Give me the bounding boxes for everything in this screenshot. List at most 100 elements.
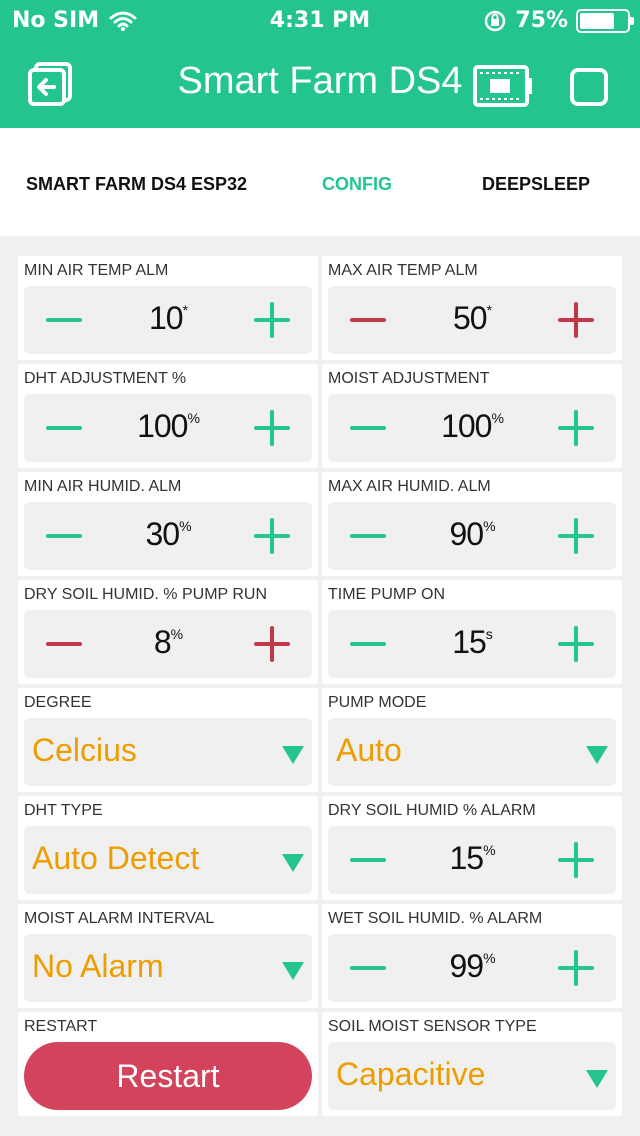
device-switch-icon[interactable] [26, 62, 76, 106]
stepper-value: 100% [441, 408, 504, 444]
minus-button[interactable] [348, 516, 388, 556]
plus-button[interactable] [252, 408, 292, 448]
stepper-value: 90% [449, 516, 495, 552]
minus-button[interactable] [348, 624, 388, 664]
stepper-value: 100% [137, 408, 200, 444]
widget-label: MAX AIR TEMP ALM [328, 262, 478, 279]
plus-button[interactable] [252, 516, 292, 556]
stepper: 15% [328, 826, 616, 894]
stepper-value: 10* [148, 300, 188, 336]
restart-button[interactable]: Restart [24, 1042, 312, 1110]
widget-label: DRY SOIL HUMID. % PUMP RUN [24, 586, 268, 603]
minus-button[interactable] [348, 840, 388, 880]
minus-button[interactable] [44, 624, 84, 664]
widget-label: TIME PUMP ON [328, 586, 446, 603]
caret-down-icon [282, 854, 304, 872]
caret-down-icon [282, 746, 304, 764]
stop-icon[interactable] [570, 68, 608, 106]
soil-sensor-type-widget: SOIL MOIST SENSOR TYPE Capacitive [322, 1012, 622, 1116]
max-air-temp-widget: MAX AIR TEMP ALM 50* [322, 256, 622, 360]
plus-button[interactable] [556, 948, 596, 988]
degree-widget: DEGREE Celcius [18, 688, 318, 792]
stepper-value: 30% [145, 516, 191, 552]
plus-button[interactable] [252, 300, 292, 340]
minus-button[interactable] [44, 300, 84, 340]
dht-type-select[interactable]: Auto Detect [24, 826, 312, 894]
caret-down-icon [586, 1070, 608, 1088]
minus-button[interactable] [348, 300, 388, 340]
pump-mode-widget: PUMP MODE Auto [322, 688, 622, 792]
tab-config[interactable]: CONFIG [322, 174, 392, 194]
status-time: 4:31 PM [269, 8, 371, 33]
time-pump-on-widget: TIME PUMP ON 15s [322, 580, 622, 684]
widget-label: PUMP MODE [328, 694, 427, 711]
dry-soil-alarm-widget: DRY SOIL HUMID % ALARM 15% [322, 796, 622, 900]
stepper: 90% [328, 502, 616, 570]
dht-type-widget: DHT TYPE Auto Detect [18, 796, 318, 900]
plus-button[interactable] [556, 516, 596, 556]
tab-smart-farm[interactable]: SMART FARM DS4 ESP32 [26, 174, 248, 194]
caret-down-icon [586, 746, 608, 764]
app-title: Smart Farm DS4 [177, 60, 463, 102]
widget-label: DEGREE [24, 694, 92, 711]
minus-button[interactable] [44, 516, 84, 556]
tab-deepsleep[interactable]: DEEPSLEEP [482, 174, 591, 194]
stepper-value: 8% [153, 624, 183, 660]
wet-soil-alarm-widget: WET SOIL HUMID. % ALARM 99% [322, 904, 622, 1008]
battery-percent: 75% [515, 8, 568, 33]
stepper: 8% [24, 610, 312, 678]
widget-label: DHT TYPE [24, 802, 103, 819]
min-air-temp-widget: MIN AIR TEMP ALM 10* [18, 256, 318, 360]
select-value: Auto Detect [32, 840, 200, 876]
moist-alarm-interval-widget: MOIST ALARM INTERVAL No Alarm [18, 904, 318, 1008]
device-board-icon[interactable] [472, 64, 534, 108]
app-header: No SIM 4:31 PM 75% Smart Farm DS4 [0, 0, 640, 128]
widget-label: DHT ADJUSTMENT % [24, 370, 187, 387]
select-value: Auto [336, 732, 402, 768]
minus-button[interactable] [44, 408, 84, 448]
stepper: 50* [328, 286, 616, 354]
widget-label: MOIST ALARM INTERVAL [24, 910, 215, 927]
select-value: Celcius [32, 732, 137, 768]
battery-icon [576, 8, 634, 33]
widget-label: MIN AIR TEMP ALM [24, 262, 169, 279]
stepper: 99% [328, 934, 616, 1002]
stepper-value: 99% [449, 948, 495, 984]
moist-alarm-select[interactable]: No Alarm [24, 934, 312, 1002]
plus-button[interactable] [556, 624, 596, 664]
caret-down-icon [282, 962, 304, 980]
widget-label: DRY SOIL HUMID % ALARM [328, 802, 536, 819]
dry-soil-pump-widget: DRY SOIL HUMID. % PUMP RUN 8% [18, 580, 318, 684]
plus-button[interactable] [556, 300, 596, 340]
widget-label: MOIST ADJUSTMENT [328, 370, 490, 387]
pump-mode-select[interactable]: Auto [328, 718, 616, 786]
widget-label: SOIL MOIST SENSOR TYPE [328, 1018, 537, 1035]
widget-label: MIN AIR HUMID. ALM [24, 478, 182, 495]
wifi-icon [109, 11, 137, 31]
max-air-humid-widget: MAX AIR HUMID. ALM 90% [322, 472, 622, 576]
degree-select[interactable]: Celcius [24, 718, 312, 786]
tab-bar: SMART FARM DS4 ESP32 CONFIG DEEPSLEEP [0, 128, 640, 236]
plus-button[interactable] [556, 408, 596, 448]
stepper: 30% [24, 502, 312, 570]
restart-widget: RESTART Restart [18, 1012, 318, 1116]
soil-sensor-select[interactable]: Capacitive [328, 1042, 616, 1110]
stepper-value: 15% [449, 840, 495, 876]
stepper-value: 50* [452, 300, 492, 336]
select-value: No Alarm [32, 948, 164, 984]
minus-button[interactable] [348, 948, 388, 988]
stepper: 15s [328, 610, 616, 678]
carrier-label: No SIM [12, 8, 100, 33]
plus-button[interactable] [556, 840, 596, 880]
plus-button[interactable] [252, 624, 292, 664]
status-bar: No SIM 4:31 PM 75% [0, 0, 640, 40]
stepper: 10* [24, 286, 312, 354]
moist-adjust-widget: MOIST ADJUSTMENT 100% [322, 364, 622, 468]
min-air-humid-widget: MIN AIR HUMID. ALM 30% [18, 472, 318, 576]
stepper: 100% [328, 394, 616, 462]
stepper: 100% [24, 394, 312, 462]
minus-button[interactable] [348, 408, 388, 448]
rotation-lock-icon [485, 10, 506, 31]
dht-adjust-widget: DHT ADJUSTMENT % 100% [18, 364, 318, 468]
stepper-value: 15s [452, 624, 493, 660]
